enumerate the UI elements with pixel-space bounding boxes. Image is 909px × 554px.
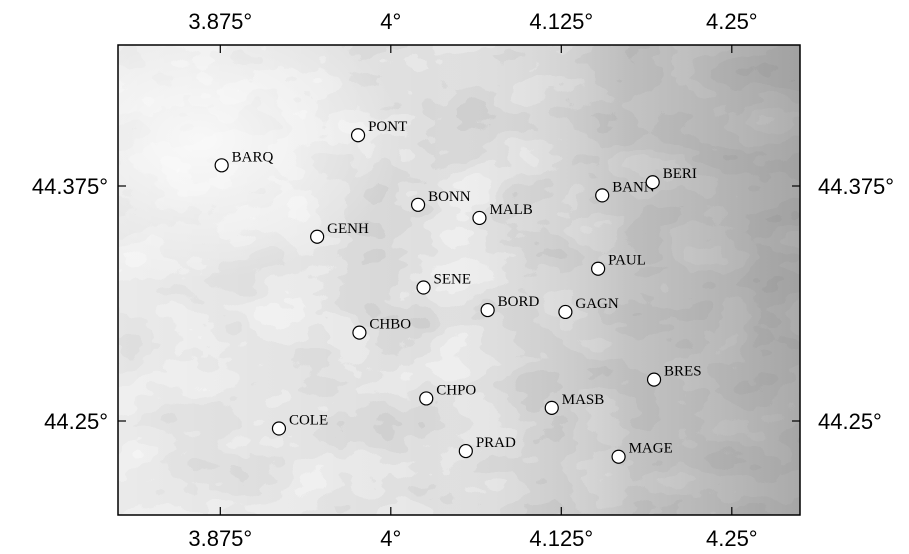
- lat-tick-label-left: 44.25°: [44, 409, 108, 434]
- station-prad[interactable]: PRAD: [458, 435, 516, 459]
- station-gagn[interactable]: GAGN: [558, 296, 619, 320]
- station-label: MAGE: [629, 441, 673, 457]
- lon-tick-label-bottom: 4.125°: [529, 526, 593, 551]
- map-frame: [117, 44, 801, 516]
- station-chbo[interactable]: CHBO: [352, 317, 411, 340]
- station-marker-icon[interactable]: [350, 128, 366, 143]
- station-label: MALB: [489, 202, 532, 218]
- lon-tick-label-top: 4.125°: [529, 9, 593, 34]
- station-label: CHPO: [436, 382, 476, 398]
- station-barq[interactable]: BARQ: [214, 149, 274, 173]
- lon-tick-label-top: 4.25°: [706, 9, 758, 34]
- station-label: PAUL: [608, 253, 646, 269]
- station-sene[interactable]: SENE: [416, 272, 472, 295]
- station-label: BRES: [664, 364, 702, 380]
- station-marker-icon[interactable]: [271, 421, 287, 436]
- station-label: PRAD: [476, 435, 516, 451]
- station-bord[interactable]: BORD: [480, 294, 540, 318]
- station-label: BERI: [663, 166, 697, 182]
- lat-tick-label-right: 44.375°: [818, 174, 894, 199]
- station-marker-icon[interactable]: [410, 197, 426, 212]
- lat-tick-label-right: 44.25°: [818, 409, 882, 434]
- station-marker-icon[interactable]: [595, 188, 610, 203]
- station-marker-icon[interactable]: [310, 229, 325, 244]
- station-marker-icon[interactable]: [544, 400, 559, 415]
- station-marker-icon[interactable]: [480, 302, 495, 318]
- station-marker-icon[interactable]: [472, 210, 487, 226]
- station-marker-icon[interactable]: [416, 280, 431, 295]
- lon-tick-label-top: 4°: [380, 9, 401, 34]
- station-marker-icon[interactable]: [214, 158, 229, 173]
- terrain-relief: [118, 45, 800, 515]
- station-label: BORD: [498, 294, 540, 310]
- station-label: SENE: [434, 272, 472, 288]
- station-label: BARQ: [232, 149, 274, 165]
- lon-tick-label-top: 3.875°: [188, 9, 252, 34]
- station-label: CHBO: [369, 317, 411, 333]
- station-bann[interactable]: BANN: [595, 179, 655, 203]
- station-genh[interactable]: GENH: [310, 221, 369, 244]
- station-marker-icon[interactable]: [591, 261, 606, 276]
- station-label: COLE: [289, 413, 328, 429]
- station-marker-icon[interactable]: [611, 449, 626, 464]
- station-bonn[interactable]: BONN: [410, 189, 471, 212]
- station-label: PONT: [368, 119, 407, 135]
- station-label: BONN: [428, 189, 471, 205]
- station-marker-icon[interactable]: [558, 304, 573, 320]
- station-marker-icon[interactable]: [419, 391, 434, 406]
- lon-tick-label-bottom: 3.875°: [188, 526, 252, 551]
- station-marker-icon[interactable]: [645, 175, 660, 190]
- station-marker-icon[interactable]: [458, 443, 473, 459]
- station-beri[interactable]: BERI: [645, 166, 697, 190]
- station-chpo[interactable]: CHPO: [419, 382, 477, 406]
- station-marker-icon[interactable]: [646, 372, 662, 387]
- station-label: MASB: [562, 392, 605, 408]
- station-mage[interactable]: MAGE: [611, 441, 673, 464]
- lon-tick-label-bottom: 4°: [380, 526, 401, 551]
- station-label: GAGN: [575, 296, 618, 312]
- station-marker-icon[interactable]: [352, 325, 367, 340]
- lat-tick-label-left: 44.375°: [32, 174, 108, 199]
- lon-tick-label-bottom: 4.25°: [706, 526, 758, 551]
- station-label: GENH: [327, 221, 369, 237]
- station-bres[interactable]: BRES: [646, 364, 702, 387]
- station-masb[interactable]: MASB: [544, 392, 605, 415]
- station-paul[interactable]: PAUL: [591, 253, 646, 276]
- station-malb[interactable]: MALB: [472, 202, 533, 226]
- axis-ticks: 3.875° 3.875° 4° 4° 4.125° 4.125° 4.25° 4.25° 44…: [32, 9, 894, 551]
- station-label: BANN: [612, 179, 655, 195]
- station-cole[interactable]: COLE: [271, 413, 328, 436]
- stations: PONT BARQ GENH BONN MALB BANN BERI PAUL SENE BORD…: [214, 119, 702, 464]
- station-pont[interactable]: PONT: [350, 119, 408, 143]
